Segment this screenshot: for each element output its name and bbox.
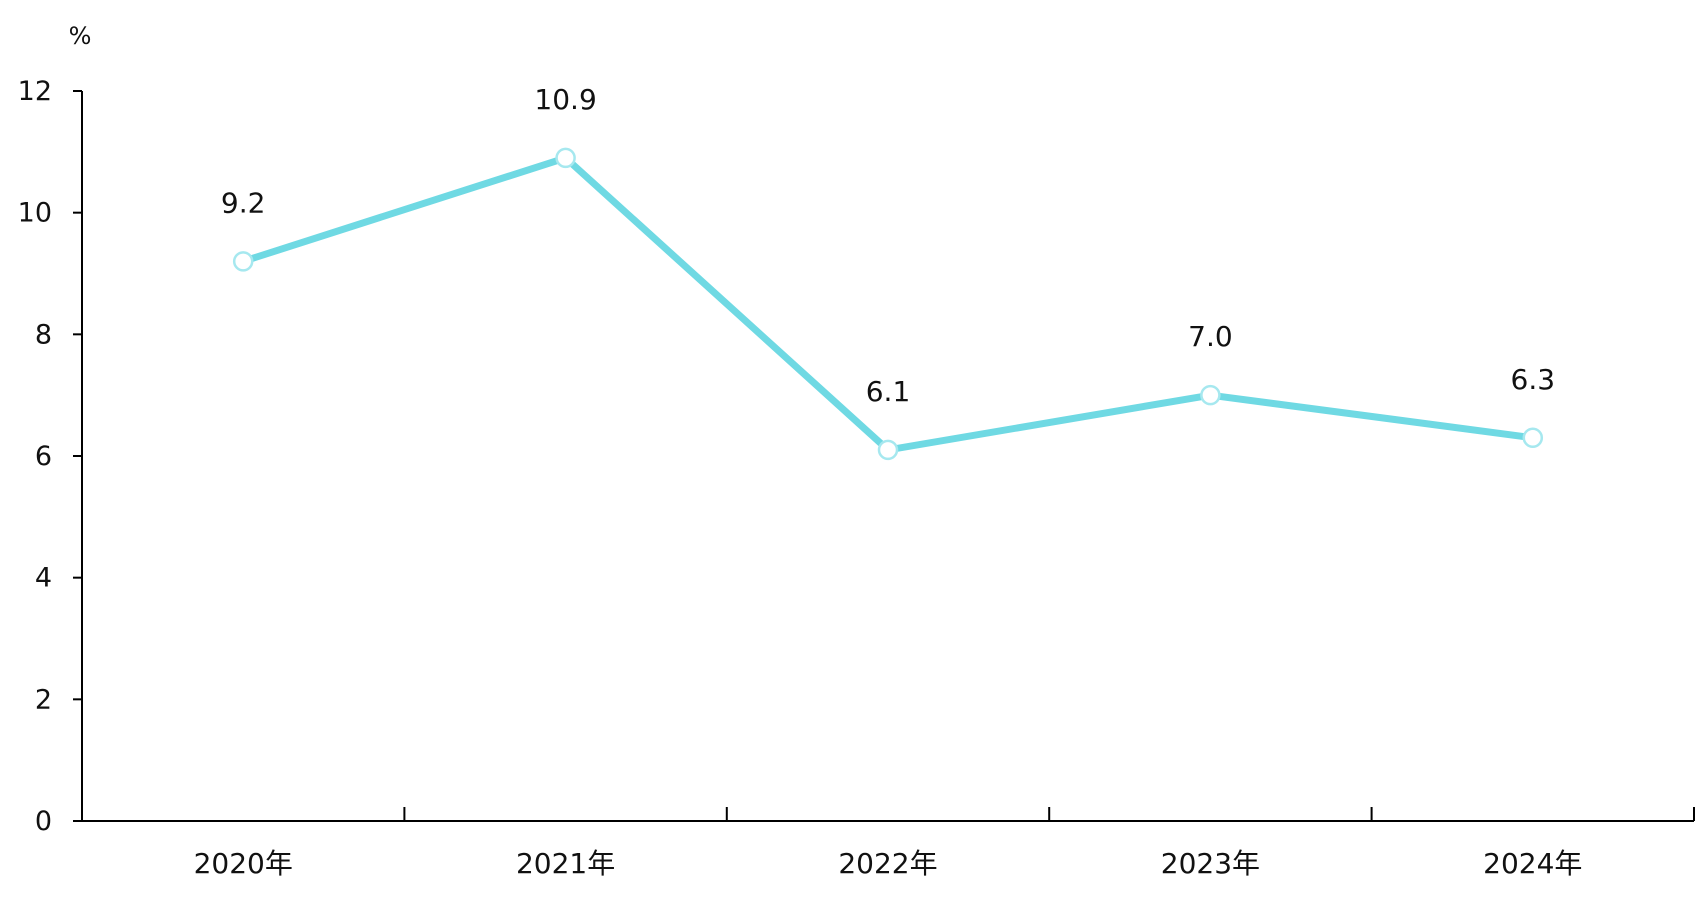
series-layer <box>232 147 1544 461</box>
data-point <box>1200 384 1221 406</box>
x-tick-label: 2022年 <box>838 847 937 880</box>
x-axis: 2020年 2021年 2022年 2023年 2024年 <box>82 807 1695 880</box>
data-label: 7.0 <box>1188 320 1233 353</box>
y-tick-label: 4 <box>35 563 52 594</box>
y-tick-label: 0 <box>35 806 52 837</box>
data-point <box>877 439 899 461</box>
data-point <box>1522 427 1544 448</box>
data-point <box>555 147 576 169</box>
data-label: 10.9 <box>534 83 596 116</box>
y-tick-label: 10 <box>18 198 52 229</box>
y-tick-label: 6 <box>35 441 52 472</box>
data-point <box>232 251 254 272</box>
x-tick-label: 2021年 <box>516 847 615 880</box>
y-tick-label: 2 <box>35 684 52 715</box>
x-tick-label: 2024年 <box>1483 847 1582 880</box>
data-label: 6.3 <box>1511 363 1556 396</box>
y-tick-label: 8 <box>35 319 52 350</box>
x-tick-label: 2020年 <box>194 847 293 880</box>
y-axis: 0 2 4 6 8 10 12 <box>18 76 83 837</box>
data-label: 6.1 <box>866 375 911 408</box>
x-tick-label: 2023年 <box>1161 847 1260 880</box>
y-tick-label: 12 <box>18 76 52 107</box>
y-axis-unit-label: % <box>69 22 92 50</box>
data-labels: 9.2 10.9 6.1 7.0 6.3 <box>221 83 1555 408</box>
data-label: 9.2 <box>221 186 266 219</box>
